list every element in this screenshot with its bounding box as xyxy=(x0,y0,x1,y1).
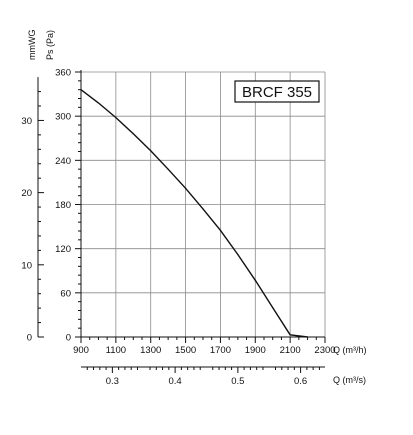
y-axis-tick-label: 300 xyxy=(55,112,71,123)
y2-axis-tick-label: 0 xyxy=(27,333,32,344)
pressure-curve xyxy=(80,89,308,338)
x2-axis-tick-label: 0.6 xyxy=(294,376,307,387)
y-axis-tick-label: 120 xyxy=(55,244,71,255)
curve-point xyxy=(254,279,256,281)
x-axis-tick-label: 1900 xyxy=(245,345,266,356)
grid xyxy=(81,71,326,337)
x-axis-tick-label: 1700 xyxy=(210,345,231,356)
x-axis-tick-label: 1500 xyxy=(175,345,196,356)
curve-point xyxy=(167,168,169,170)
curve-point xyxy=(184,187,187,189)
x2-axis-tick-label: 0.5 xyxy=(231,376,244,387)
x-axis-tick-label: 1300 xyxy=(140,345,161,356)
x-axis-tick-label: 900 xyxy=(73,345,89,356)
x-axis-tick-label: 1100 xyxy=(106,345,126,356)
x-axis-tick-label: 2300 xyxy=(314,345,335,356)
y-axis-tick-label: 0 xyxy=(66,333,71,344)
axis-labels: mmWG Ps (Pa) Q (m³/h) Q (m³/s) xyxy=(27,30,367,386)
curve-point xyxy=(150,150,152,152)
x-axis-title: Q (m³/h) xyxy=(333,345,367,355)
curve-point xyxy=(202,208,204,210)
axes: 0 60 120 180 240 300 360 0 10 20 30 900 1100 1300 1500… xyxy=(21,68,335,388)
y2-axis-title: mmWG xyxy=(27,30,37,61)
curve-point xyxy=(132,133,134,135)
model-label-box xyxy=(234,80,320,103)
curve-point xyxy=(219,229,222,231)
x2-axis-tick-label: 0.4 xyxy=(169,376,182,387)
curve-point xyxy=(272,306,274,309)
curve-point xyxy=(80,89,82,91)
x2-axis-tick-label: 0.3 xyxy=(106,376,119,387)
y-axis-title: Ps (Pa) xyxy=(45,30,55,60)
curve-layer xyxy=(80,89,309,338)
curve-point xyxy=(115,117,117,119)
y2-axis-tick-label: 30 xyxy=(21,116,32,127)
model-label-group: BRCF 355 xyxy=(234,80,320,103)
x2-axis-title: Q (m³/s) xyxy=(333,375,366,385)
curve-point xyxy=(237,253,239,256)
curve-point xyxy=(306,336,309,338)
curve-point xyxy=(289,334,291,336)
curve-point xyxy=(97,102,100,104)
y-axis-tick-label: 60 xyxy=(60,288,71,299)
y2-axis-tick-label: 20 xyxy=(21,188,32,199)
y-axis-tick-label: 180 xyxy=(55,200,71,211)
model-label: BRCF 355 xyxy=(242,84,312,101)
y2-axis-tick-label: 10 xyxy=(21,260,32,271)
x-axis-tick-label: 2100 xyxy=(280,345,301,356)
y-axis-tick-label: 360 xyxy=(55,68,71,79)
y-axis-tick-label: 240 xyxy=(55,156,71,167)
